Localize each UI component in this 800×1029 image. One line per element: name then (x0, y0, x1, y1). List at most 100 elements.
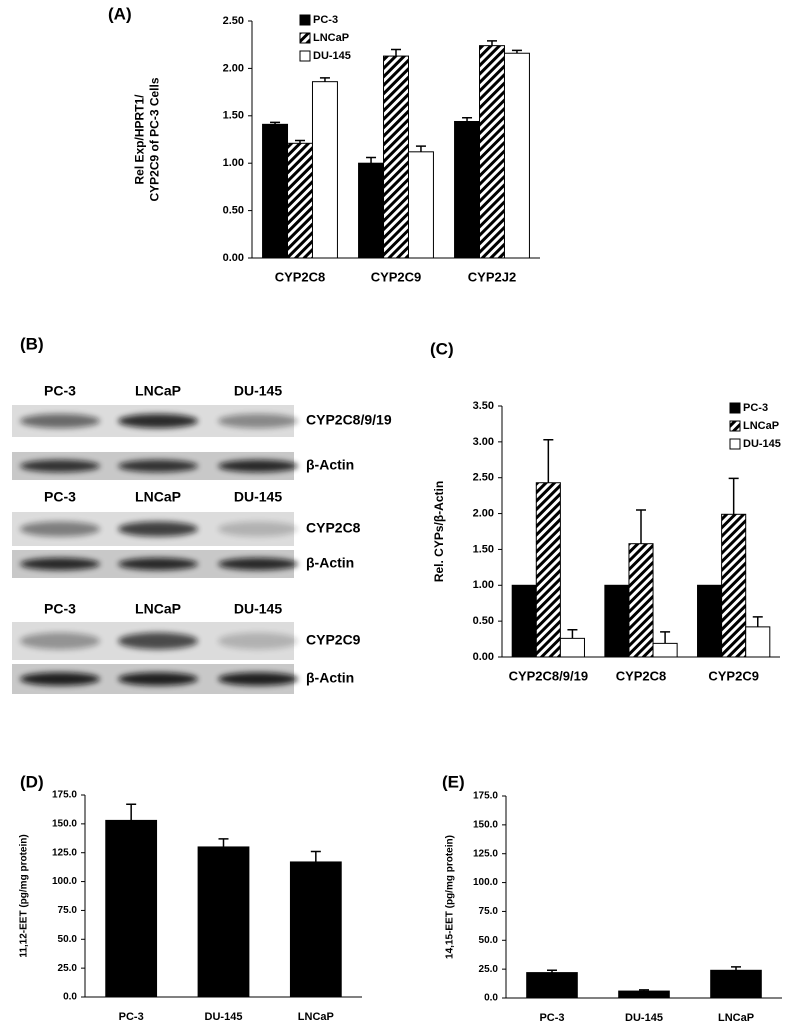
error-bar (547, 969, 557, 973)
legend-label: LNCaP (743, 420, 779, 432)
lane-label: DU-145 (234, 601, 282, 617)
y-tick-label: 175.0 (473, 791, 498, 802)
y-tick-label: 2.50 (473, 472, 494, 484)
bar (105, 819, 158, 998)
blot-band (20, 413, 100, 429)
lane-label: LNCaP (135, 489, 181, 505)
bar (479, 45, 505, 259)
y-tick-label: 3.00 (473, 436, 494, 448)
y-tick-label: 0.0 (63, 992, 77, 1003)
y-tick-label: 0.50 (473, 615, 494, 627)
chart-panel: (A) 0.00 0.50 1.00 1.50 2.00 2.50 Rel Exp/HPRT1… (108, 4, 540, 284)
error-bar (366, 156, 377, 164)
x-tick-label: DU-145 (205, 1011, 243, 1023)
blot-band (20, 672, 100, 686)
legend-swatch (299, 50, 311, 62)
x-tick-label: LNCaP (298, 1011, 334, 1023)
x-tick-label: DU-145 (625, 1012, 663, 1024)
error-bar (728, 477, 739, 515)
x-tick-label: CYP2C9 (371, 269, 422, 284)
y-tick-label: 75.0 (58, 905, 78, 916)
lane-label: PC-3 (44, 489, 76, 505)
y-tick-label: 150.0 (52, 818, 77, 829)
bar (559, 637, 585, 658)
bar (652, 642, 678, 658)
y-tick-label: 25.0 (58, 963, 78, 974)
blot-band (218, 557, 298, 571)
blot-band (118, 557, 198, 571)
lane-label: LNCaP (135, 383, 181, 399)
lane-label: PC-3 (44, 383, 76, 399)
bar (311, 81, 338, 259)
error-bar (639, 989, 649, 992)
error-bar (319, 77, 330, 82)
blot-band (118, 413, 198, 429)
x-tick-label: LNCaP (718, 1012, 754, 1024)
panel-label: (C) (430, 339, 454, 358)
y-tick-label: 0.00 (223, 252, 244, 264)
error-bar (270, 121, 281, 125)
legend-label: LNCaP (313, 32, 349, 44)
bar (407, 151, 434, 259)
row-label: β-Actin (306, 457, 354, 473)
error-bar (511, 49, 522, 54)
y-tick-label: 1.00 (473, 579, 494, 591)
bar (710, 969, 762, 999)
y-tick-label: 2.50 (223, 15, 244, 27)
bar (721, 513, 747, 658)
bar (535, 482, 561, 658)
error-bar (731, 966, 741, 971)
bar (503, 52, 530, 259)
error-bar (752, 616, 763, 627)
panel-label: (A) (108, 4, 132, 23)
error-bar (567, 628, 578, 639)
legend-label: PC-3 (743, 402, 768, 414)
blot-band (20, 632, 100, 650)
bar (526, 972, 578, 999)
legend-swatch (729, 402, 741, 414)
y-tick-label: 1.50 (223, 110, 244, 122)
error-bar (415, 145, 426, 152)
panel-label: (E) (442, 772, 465, 791)
bar (745, 626, 771, 658)
error-bar (660, 631, 671, 644)
error-bar (218, 838, 229, 847)
y-tick-label: 0.0 (484, 993, 498, 1004)
legend-label: DU-145 (743, 438, 781, 450)
y-tick-label: 25.0 (479, 964, 499, 975)
blot-band (118, 521, 198, 537)
blot-band (118, 632, 198, 650)
y-axis-label: 11,12-EET (pg/mg protein) (19, 834, 30, 957)
row-label: β-Actin (306, 555, 354, 571)
blot-band (218, 632, 298, 650)
legend-swatch (299, 32, 311, 44)
bar (604, 584, 630, 658)
error-bar (487, 40, 497, 46)
legend-swatch (729, 438, 741, 450)
error-bar (462, 116, 473, 122)
lane-label: LNCaP (135, 601, 181, 617)
blot-band (218, 672, 298, 686)
y-axis-label: Rel Exp/HPRT1/ (133, 94, 147, 185)
bar (697, 584, 723, 658)
bar (287, 142, 313, 259)
chart-panel: (E) 0.0 25.0 50.0 75.0 100.0 125.0 150.0 175.0 14… (442, 772, 782, 1024)
x-tick-label: CYP2C8/9/19 (509, 668, 589, 683)
y-tick-label: 100.0 (473, 877, 498, 888)
bar (628, 543, 654, 658)
error-bar (543, 438, 554, 483)
y-tick-label: 75.0 (479, 906, 499, 917)
blot-band (118, 459, 198, 473)
x-tick-label: PC-3 (119, 1011, 144, 1023)
y-tick-label: 1.50 (473, 543, 494, 555)
blot-band (218, 413, 298, 429)
row-label: CYP2C8 (306, 520, 361, 536)
panel-label: (D) (20, 772, 44, 791)
error-bar (126, 803, 137, 821)
y-axis-label: Rel. CYPs/β-Actin (432, 481, 446, 582)
row-label: CYP2C8/9/19 (306, 412, 392, 428)
lane-label: PC-3 (44, 601, 76, 617)
blot-band (218, 459, 298, 473)
y-axis-label: 14,15-EET (pg/mg protein) (445, 835, 456, 959)
